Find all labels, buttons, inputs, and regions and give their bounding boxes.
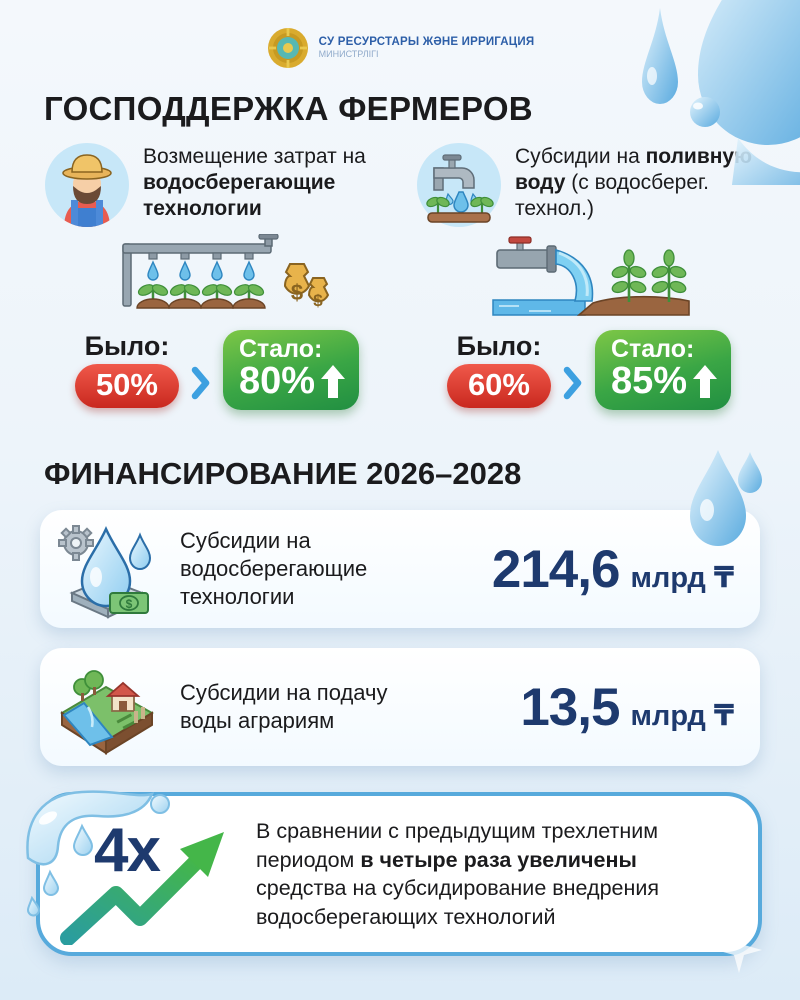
- financing-cards: $ Субсидии на водосберегающие технологии…: [40, 510, 760, 767]
- ministry-name: СУ РЕСУРСТАРЫ ЖӘНЕ ИРРИГАЦИЯ: [318, 35, 535, 48]
- became-badge: Стало: 85%: [594, 330, 732, 411]
- became-label: Стало:: [610, 335, 695, 363]
- kazakhstan-emblem-icon: [267, 28, 308, 68]
- arrow-up-icon: [321, 365, 346, 399]
- chevron-right-icon: [191, 366, 210, 400]
- financing-card-water-supply: Субсидии на подачу воды аграриям 13,5 мл…: [40, 648, 760, 767]
- svg-text:$: $: [126, 597, 133, 611]
- farm-water-supply-icon: [60, 670, 154, 755]
- growth-arrow-icon: [60, 832, 224, 946]
- financing-card-water-tech: $ Субсидии на водосберегающие технологии…: [40, 510, 760, 629]
- highlight-card: 4x В сравнении с предыдущим трехлетним п…: [26, 790, 762, 957]
- amount-unit: млрд ₸: [630, 699, 734, 732]
- was-value-badge: 50%: [74, 364, 179, 409]
- was-value-badge: 60%: [446, 364, 551, 409]
- support-item-irrigation-water: Субсидии на поливную воду (с водосберег.…: [416, 142, 762, 411]
- ministry-header: СУ РЕСУРСТАРЫ ЖӘНЕ ИРРИГАЦИЯ МИНИСТРЛІГІ: [0, 0, 800, 70]
- multiplier-block: 4x: [52, 799, 242, 949]
- financing-card-amount: 13,5 млрд ₸: [520, 677, 734, 738]
- became-value: 80%: [238, 360, 316, 403]
- comparison-row: Было: 60% Стало: 85%: [416, 330, 762, 411]
- money-bags-icon: $ $: [283, 263, 329, 310]
- svg-text:$: $: [290, 280, 302, 305]
- arrow-up-icon: [693, 365, 718, 399]
- support-section: Возмещение затрат на водосберегающие тех…: [44, 142, 762, 411]
- became-badge: Стало: 80%: [222, 330, 360, 411]
- was-label: Было:: [456, 330, 542, 361]
- svg-text:$: $: [313, 291, 323, 310]
- faucet-icon: [417, 143, 501, 227]
- drip-irrigation-illustration: $ $: [121, 234, 329, 310]
- financing-title: ФИНАНСИРОВАНИЕ 2026–2028: [44, 456, 522, 492]
- financing-card-label: Субсидии на подачу воды аграриям: [180, 680, 388, 734]
- water-tech-subsidy-icon: $: [58, 525, 152, 619]
- page-title: ГОСПОДДЕРЖКА ФЕРМЕРОВ: [44, 90, 533, 127]
- support-item-label: Возмещение затрат на водосберегающие тех…: [143, 145, 366, 221]
- chevron-right-icon: [563, 366, 582, 400]
- ministry-subtitle: МИНИСТРЛІГІ: [318, 49, 379, 60]
- farmer-icon: [45, 143, 129, 227]
- amount-unit: млрд ₸: [630, 561, 734, 594]
- became-label: Стало:: [238, 335, 323, 363]
- support-item-water-saving: Возмещение затрат на водосберегающие тех…: [44, 142, 390, 411]
- financing-card-label: Субсидии на водосберегающие технологии: [180, 528, 368, 610]
- was-label: Было:: [84, 330, 170, 361]
- water-pipe-illustration: [492, 236, 690, 316]
- amount-value: 13,5: [520, 677, 620, 737]
- financing-card-amount: 214,6 млрд ₸: [492, 539, 734, 600]
- highlight-text: В сравнении с предыдущим трехлетним пери…: [256, 818, 660, 929]
- comparison-row: Было: 50% Стало: 80%: [44, 330, 390, 411]
- became-value: 85%: [610, 360, 688, 403]
- amount-value: 214,6: [491, 539, 621, 599]
- multiplier-value: 4x: [94, 816, 161, 886]
- support-item-label: Субсидии на поливную воду (с водосберег.…: [515, 145, 753, 221]
